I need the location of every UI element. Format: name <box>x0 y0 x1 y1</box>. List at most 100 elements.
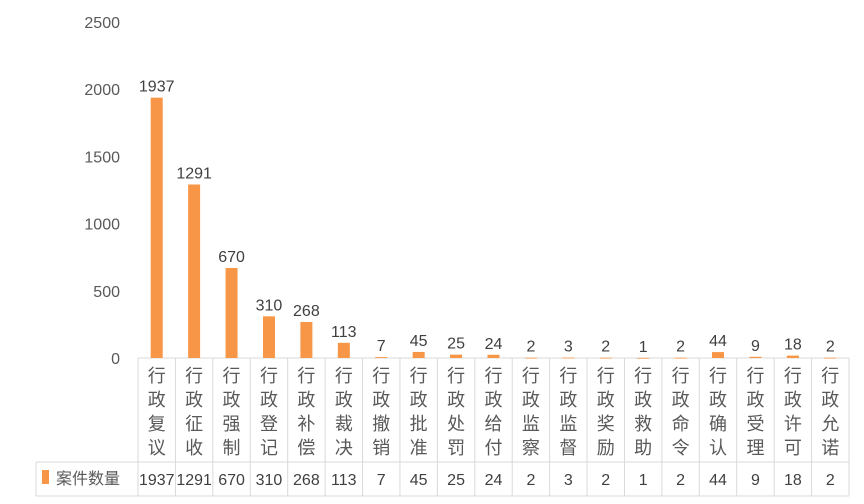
bar <box>150 97 163 358</box>
table-value: 18 <box>784 472 802 489</box>
x-tick-label-char: 受 <box>746 414 764 434</box>
bar <box>300 321 313 358</box>
x-tick-label-char: 记 <box>260 438 278 458</box>
table-value: 268 <box>293 472 320 489</box>
x-tick-label-char: 政 <box>634 390 652 410</box>
data-label: 25 <box>447 336 465 353</box>
data-label: 2 <box>826 339 835 356</box>
x-tick-label-char: 可 <box>784 438 802 458</box>
x-tick-label-char: 政 <box>672 390 690 410</box>
x-tick-label-char: 救 <box>634 414 652 434</box>
x-tick-label-char: 行 <box>485 366 503 386</box>
x-tick-label-char: 行 <box>709 366 727 386</box>
table-value: 1291 <box>176 472 212 489</box>
bar <box>412 351 425 358</box>
x-tick-label-char: 命 <box>672 414 690 434</box>
table-value: 113 <box>331 472 357 489</box>
bar <box>749 356 762 358</box>
x-tick-label-char: 政 <box>410 390 428 410</box>
data-label: 18 <box>784 337 802 354</box>
data-label: 2 <box>526 339 535 356</box>
x-tick-label-char: 励 <box>597 438 615 458</box>
x-tick-label-char: 行 <box>784 366 802 386</box>
x-tick-label-char: 行 <box>522 366 540 386</box>
table-value: 2 <box>526 472 535 489</box>
x-tick-label-char: 裁 <box>335 414 353 434</box>
x-tick-label-char: 政 <box>297 390 315 410</box>
y-tick-label: 500 <box>93 284 120 301</box>
x-tick-label-char: 批 <box>410 414 428 434</box>
table-value: 3 <box>564 472 573 489</box>
table-value: 2 <box>676 472 685 489</box>
x-tick-label-char: 罚 <box>447 438 465 458</box>
table-value: 1 <box>639 472 648 489</box>
x-tick-label-char: 许 <box>784 414 802 434</box>
data-label: 1 <box>639 339 648 356</box>
x-tick-label-char: 行 <box>559 366 577 386</box>
table-value: 310 <box>256 472 283 489</box>
x-tick-label-char: 政 <box>223 390 241 410</box>
x-tick-label-char: 准 <box>410 438 428 458</box>
bar <box>637 357 650 359</box>
x-tick-label-char: 政 <box>185 390 203 410</box>
data-label: 9 <box>751 338 760 355</box>
x-tick-label-char: 征 <box>185 414 203 434</box>
table-value: 25 <box>447 472 465 489</box>
x-tick-label-char: 行 <box>821 366 839 386</box>
x-tick-label-char: 行 <box>410 366 428 386</box>
bar <box>599 357 612 359</box>
bar <box>562 357 575 359</box>
x-tick-label-char: 诺 <box>821 438 839 458</box>
x-tick-label-char: 政 <box>148 390 166 410</box>
x-tick-label-char: 行 <box>185 366 203 386</box>
y-tick-label: 2500 <box>84 15 120 32</box>
x-tick-label-char: 给 <box>485 414 503 434</box>
x-tick-label-char: 登 <box>260 414 278 434</box>
x-tick-label-char: 政 <box>447 390 465 410</box>
x-tick-label-char: 督 <box>559 438 577 458</box>
table-value: 9 <box>751 472 760 489</box>
x-tick-label-char: 政 <box>559 390 577 410</box>
bar <box>450 354 463 358</box>
x-tick-label-char: 行 <box>260 366 278 386</box>
table-value: 7 <box>377 472 386 489</box>
bar <box>262 316 275 358</box>
bar <box>487 354 500 358</box>
data-label: 45 <box>410 333 428 350</box>
x-tick-label-char: 确 <box>709 414 727 434</box>
x-tick-label-char: 察 <box>522 438 540 458</box>
data-label: 1291 <box>176 165 212 182</box>
data-label: 2 <box>601 339 610 356</box>
x-tick-label-char: 行 <box>672 366 690 386</box>
data-label: 44 <box>709 333 727 350</box>
x-tick-label-char: 付 <box>485 438 503 458</box>
bar <box>786 355 799 358</box>
x-tick-label-char: 行 <box>597 366 615 386</box>
data-label: 1937 <box>139 79 175 96</box>
bar <box>337 342 350 358</box>
table-value: 1937 <box>139 472 175 489</box>
x-tick-label-char: 理 <box>746 438 764 458</box>
x-tick-label-char: 议 <box>148 438 166 458</box>
legend-swatch <box>42 470 49 484</box>
table-value: 2 <box>826 472 835 489</box>
table-value: 24 <box>485 472 503 489</box>
x-tick-label-char: 政 <box>709 390 727 410</box>
x-tick-label-char: 行 <box>223 366 241 386</box>
x-tick-label-char: 行 <box>447 366 465 386</box>
x-tick-label-char: 政 <box>335 390 353 410</box>
x-tick-label-char: 政 <box>485 390 503 410</box>
bar <box>824 357 837 359</box>
x-tick-label-char: 撤 <box>372 414 390 434</box>
table-value: 45 <box>410 472 428 489</box>
bar <box>188 184 201 358</box>
table-value: 44 <box>709 472 727 489</box>
x-tick-label-char: 行 <box>746 366 764 386</box>
x-tick-label-char: 政 <box>746 390 764 410</box>
bar <box>524 357 537 359</box>
x-tick-label-char: 政 <box>260 390 278 410</box>
x-tick-label-char: 收 <box>185 438 203 458</box>
x-tick-label-char: 政 <box>597 390 615 410</box>
